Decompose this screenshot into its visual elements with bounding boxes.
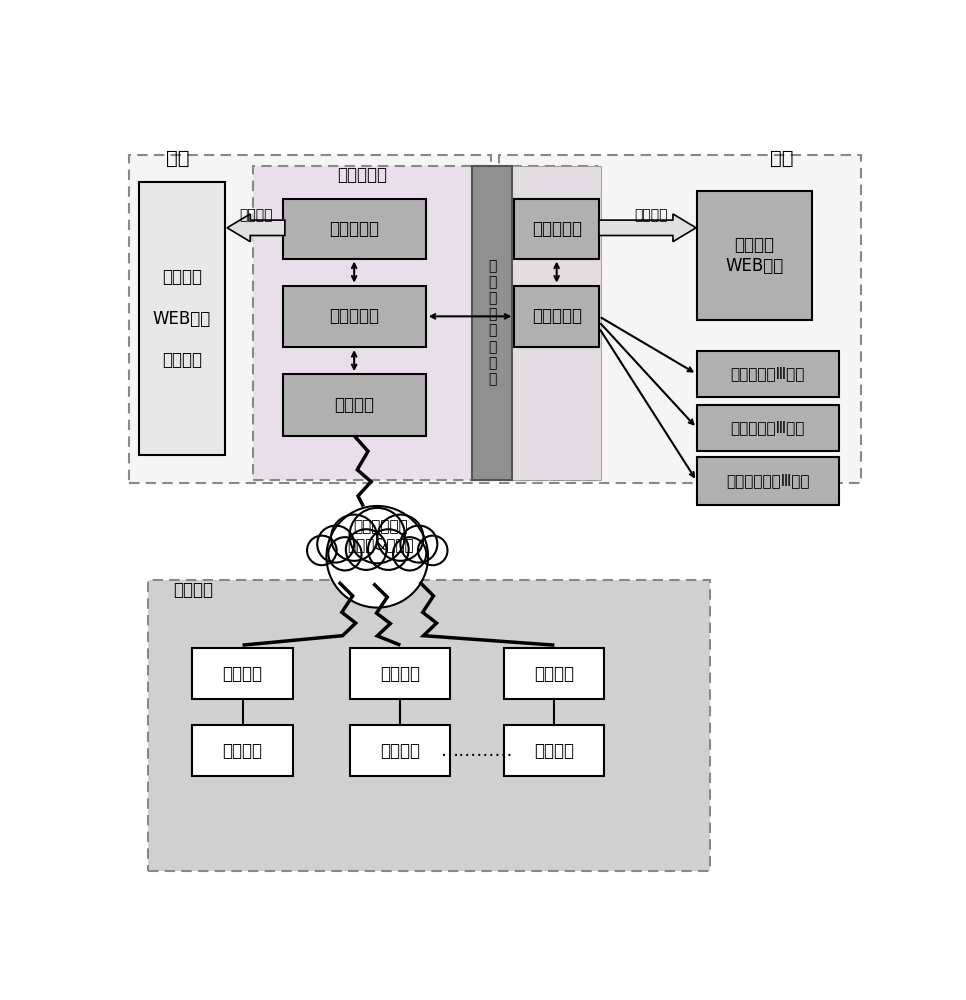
Text: 大屏展示

WEB访问

移动终端: 大屏展示 WEB访问 移动终端 xyxy=(153,268,211,369)
Bar xyxy=(148,580,710,871)
Circle shape xyxy=(317,526,355,563)
Bar xyxy=(351,648,450,699)
Bar xyxy=(283,199,426,259)
Bar xyxy=(696,457,839,505)
Text: 应用服务器: 应用服务器 xyxy=(531,220,582,238)
FancyArrow shape xyxy=(227,213,285,242)
Text: 经研院数据（Ⅲ区）: 经研院数据（Ⅲ区） xyxy=(725,474,810,489)
Bar xyxy=(512,166,601,480)
Text: 提供服务: 提供服务 xyxy=(634,208,668,222)
Circle shape xyxy=(418,536,447,565)
Bar xyxy=(498,155,861,483)
Text: 大数据平台: 大数据平台 xyxy=(337,166,387,184)
Circle shape xyxy=(378,515,423,561)
Text: 光伏电站: 光伏电站 xyxy=(381,742,420,760)
Text: 应用服务器: 应用服务器 xyxy=(329,220,380,238)
Bar xyxy=(192,648,293,699)
Circle shape xyxy=(328,537,361,570)
Text: 营销数据（Ⅲ区）: 营销数据（Ⅲ区） xyxy=(730,420,805,436)
Circle shape xyxy=(346,529,386,570)
Bar xyxy=(192,725,293,776)
Bar xyxy=(351,725,450,776)
Text: 通信终端: 通信终端 xyxy=(222,665,263,683)
Circle shape xyxy=(400,526,438,563)
Bar xyxy=(696,351,839,397)
Bar xyxy=(283,286,426,347)
Bar xyxy=(514,286,599,347)
Text: 公共通信网络
（有线&无线）: 公共通信网络 （有线&无线） xyxy=(348,520,414,552)
Text: 光伏电站: 光伏电站 xyxy=(222,742,263,760)
Circle shape xyxy=(331,515,378,561)
Circle shape xyxy=(350,508,405,563)
Text: 外网数据库: 外网数据库 xyxy=(329,307,380,325)
Text: 内网: 内网 xyxy=(770,149,793,168)
Text: 大屏展示
WEB访问: 大屏展示 WEB访问 xyxy=(725,236,783,275)
Text: …………: ………… xyxy=(441,742,514,760)
Circle shape xyxy=(307,536,336,565)
FancyArrow shape xyxy=(227,214,285,242)
Text: 通信终端: 通信终端 xyxy=(381,665,420,683)
Bar xyxy=(504,648,605,699)
Circle shape xyxy=(327,506,428,608)
Circle shape xyxy=(368,529,409,570)
Text: 外网: 外网 xyxy=(165,149,189,168)
Bar xyxy=(138,182,225,455)
Text: 通信终端: 通信终端 xyxy=(534,665,575,683)
Bar xyxy=(696,191,812,320)
Bar xyxy=(504,725,605,776)
Text: 调度数据（Ⅲ区）: 调度数据（Ⅲ区） xyxy=(730,367,805,382)
Bar xyxy=(514,199,599,259)
Text: 通信前置: 通信前置 xyxy=(334,396,374,414)
Text: 内
外
网
逻
辑
强
隔
离: 内 外 网 逻 辑 强 隔 离 xyxy=(488,259,497,386)
Bar xyxy=(472,166,512,480)
Bar xyxy=(252,166,598,480)
Text: 内网数据库: 内网数据库 xyxy=(531,307,582,325)
Circle shape xyxy=(393,537,426,570)
FancyArrow shape xyxy=(599,214,696,242)
Bar xyxy=(129,155,492,483)
Text: 光伏电站: 光伏电站 xyxy=(534,742,575,760)
Text: 光伏电站: 光伏电站 xyxy=(173,581,213,599)
Bar xyxy=(283,374,426,436)
Bar xyxy=(696,405,839,451)
Text: 提供服务: 提供服务 xyxy=(239,208,272,222)
